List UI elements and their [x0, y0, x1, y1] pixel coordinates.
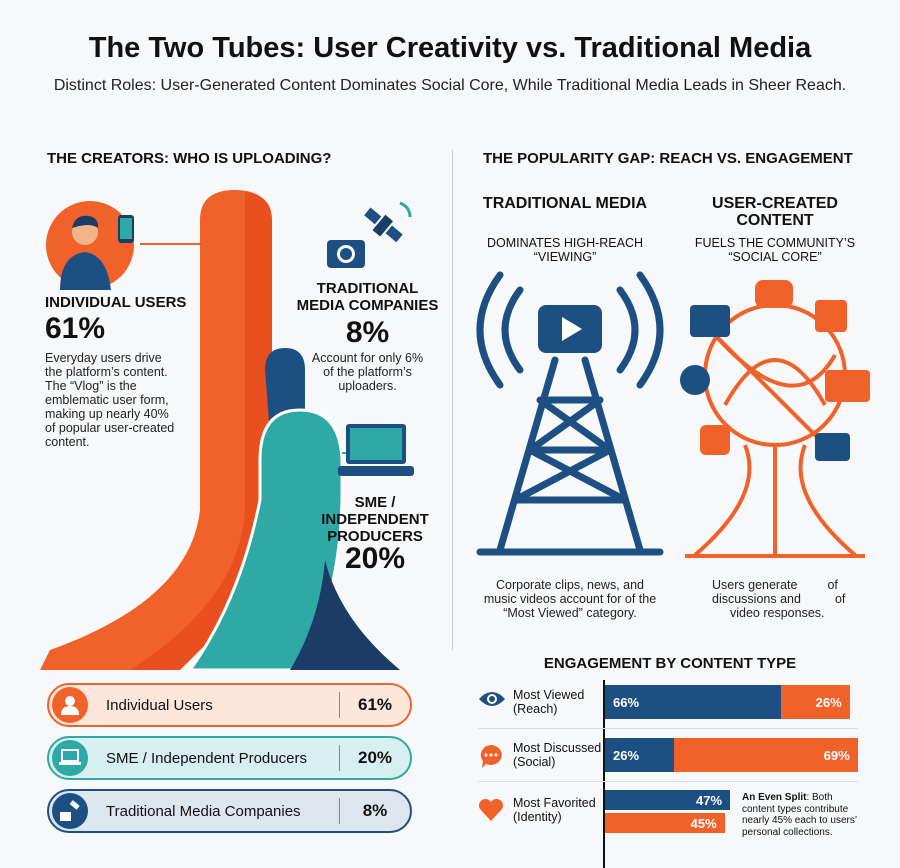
traditional-title: TRADITIONAL MEDIA COMPANIES — [296, 280, 439, 314]
gap-user-text-3: discussions and — [712, 592, 801, 606]
broadcast-tower-icon — [476, 271, 664, 556]
row-divider — [478, 781, 858, 782]
creators-heading: THE CREATORS: WHO IS UPLOADING? — [47, 150, 332, 167]
legend-traditional: Traditional Media Companies 8% — [47, 789, 412, 833]
gap-traditional-text: Corporate clips, news, and music videos … — [483, 578, 657, 620]
person-icon — [52, 687, 88, 723]
bar-series0-2: 47% — [605, 790, 731, 810]
creator-tubes — [40, 190, 400, 670]
individual-tube — [40, 190, 272, 670]
annotation-text: : Both content types contribute nearly 4… — [742, 792, 857, 838]
laptop-icon — [338, 424, 414, 476]
heart-icon — [478, 798, 504, 827]
page-title: The Two Tubes: User Creativity vs. Tradi… — [88, 32, 812, 64]
chart-annotation: An Even Split: Both content types contri… — [742, 792, 862, 838]
sme-pct: 20% — [344, 542, 406, 575]
eye-icon — [478, 690, 506, 713]
annotation-bold: An Even Split — [742, 792, 807, 803]
data-label: 66% — [613, 694, 640, 710]
divider — [452, 150, 453, 650]
data-label: 47% — [695, 792, 723, 808]
legend-label: Traditional Media Companies — [106, 802, 301, 820]
category-label: Most Viewed (Reach) — [513, 688, 585, 716]
gap-user-text-5: video responses. — [730, 606, 825, 620]
bar-series1-0: 26% — [780, 685, 850, 719]
individual-title: INDIVIDUAL USERS — [45, 294, 187, 311]
gap-traditional-sub: DOMINATES HIGH-REACH “VIEWING” — [486, 236, 644, 264]
chat-bubble-icon — [478, 743, 504, 774]
legend-label: SME / Independent Producers — [106, 749, 307, 767]
social-network-icon — [680, 280, 870, 558]
traditional-tube-front — [290, 560, 400, 670]
gap-heading: THE POPULARITY GAP: REACH VS. ENGAGEMENT — [483, 150, 853, 167]
laptop-icon — [52, 740, 88, 776]
gap-user-sub: FUELS THE COMMUNITY’S “SOCIAL CORE” — [694, 236, 856, 264]
person-with-phone-icon — [46, 201, 134, 290]
data-label: 69% — [823, 747, 850, 763]
data-label: 45% — [690, 815, 717, 831]
camera-satellite-icon — [327, 201, 412, 268]
bar-series1-1: 69% — [674, 738, 858, 772]
traditional-pct: 8% — [345, 316, 390, 349]
legend-individual-users: Individual Users 61% — [47, 683, 412, 727]
page-subtitle: Distinct Roles: User-Generated Content D… — [53, 77, 847, 94]
sme-title: SME / INDEPENDENT PRODUCERS — [321, 494, 429, 545]
category-label: Most Favorited (Identity) — [513, 796, 596, 824]
legend-value: 20% — [357, 748, 393, 767]
legend-value: 8% — [362, 801, 388, 820]
bar-series0-0: 66% — [605, 685, 781, 719]
row-divider — [478, 728, 858, 729]
chart-title: ENGAGEMENT BY CONTENT TYPE — [543, 655, 797, 672]
gap-user-text-2: of — [827, 578, 838, 592]
individual-pct: 61% — [45, 312, 106, 345]
gap-user-text-4: of — [834, 592, 846, 606]
gap-traditional-title: TRADITIONAL MEDIA — [482, 195, 648, 212]
individual-text: Everyday users drive the platform’s cont… — [45, 351, 175, 449]
gap-user-text-1: Users generate — [712, 578, 798, 592]
data-label: 26% — [815, 694, 842, 710]
bar-series1-2: 45% — [605, 813, 725, 833]
chart-axis — [603, 680, 605, 868]
gap-user-text: Users generate of discussions and of video… — [712, 578, 862, 620]
legend-value: 61% — [357, 695, 393, 714]
legend-sme: SME / Independent Producers 20% — [47, 736, 412, 780]
individual-tube-shade — [130, 192, 272, 670]
traditional-text: Account for only 6% of the platform’s up… — [311, 351, 424, 393]
camera-satellite-icon — [52, 793, 88, 829]
category-label: Most Discussed (Social) — [513, 741, 602, 769]
legend-label: Individual Users — [106, 696, 213, 714]
bar-series0-1: 26% — [605, 738, 675, 772]
gap-user-title: USER-CREATED CONTENT — [712, 195, 838, 229]
sme-tube — [188, 408, 344, 670]
data-label: 26% — [613, 747, 640, 763]
